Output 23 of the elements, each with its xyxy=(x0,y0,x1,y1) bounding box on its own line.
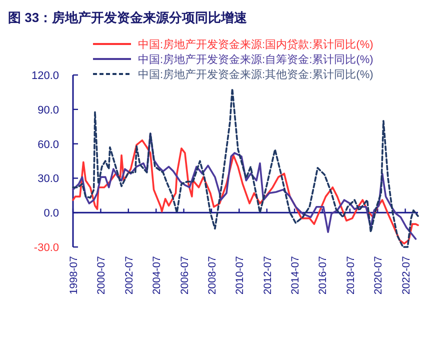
legend-label: 中国:房地产开发资金来源:国内贷款:累计同比(%) xyxy=(138,38,374,51)
legend-label: 中国:房地产开发资金来源:自筹资金:累计同比(%) xyxy=(138,53,374,66)
x-tick-label: 2014-07 xyxy=(290,256,302,295)
x-tick-label: 2016-07 xyxy=(317,256,330,295)
x-tick-label: 2012-07 xyxy=(262,256,274,295)
y-tick-label: -30.0 xyxy=(34,242,59,254)
legend-label: 中国:房地产开发资金来源:其他资金:累计同比(%) xyxy=(138,68,374,81)
y-tick-label: 0.0 xyxy=(44,208,59,220)
y-tick-label: 90.0 xyxy=(38,104,59,116)
x-tick-label: 1998-07 xyxy=(68,256,80,295)
x-tick-label: 2004-07 xyxy=(151,256,164,295)
y-tick-label: 120.0 xyxy=(31,70,59,82)
y-tick-label: 60.0 xyxy=(38,138,59,151)
x-tick-label: 2002-07 xyxy=(123,256,136,295)
chart-title: 图 33：房地产开发资金来源分项同比增速 xyxy=(8,10,248,25)
x-tick-label: 2000-07 xyxy=(96,256,108,295)
x-tick-label: 2018-07 xyxy=(344,256,357,295)
x-tick-label: 2010-07 xyxy=(234,256,246,295)
x-tick-label: 2022-07 xyxy=(400,256,412,295)
x-tick-label: 2008-07 xyxy=(206,256,218,295)
x-tick-label: 2006-07 xyxy=(178,256,191,295)
y-tick-label: 30.0 xyxy=(38,173,59,186)
x-tick-label: 2020-07 xyxy=(372,256,385,295)
